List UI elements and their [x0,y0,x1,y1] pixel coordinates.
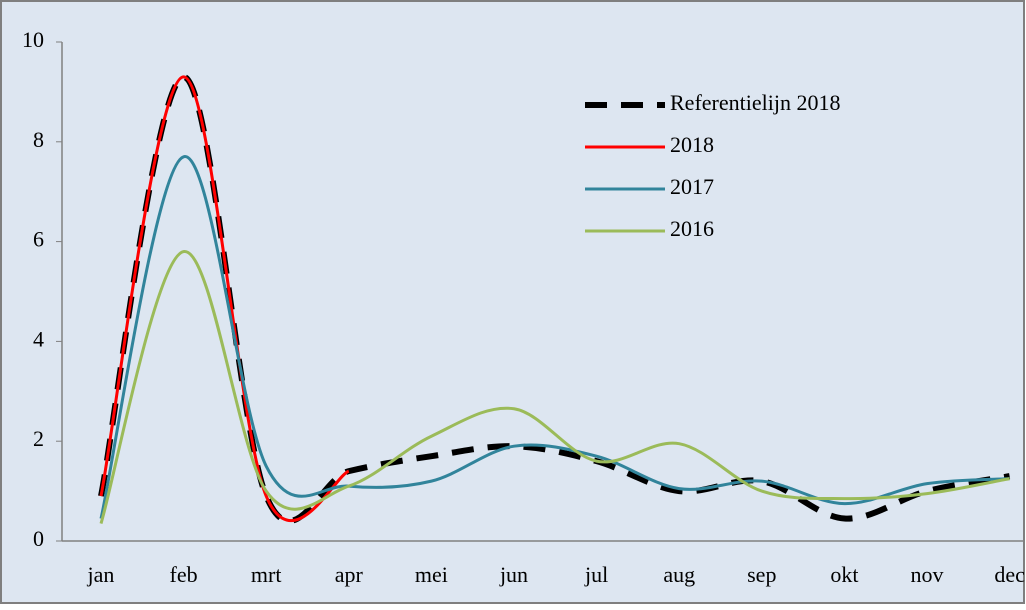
y-tick-label: 8 [33,127,44,152]
x-tick-label: sep [747,562,776,587]
series-line [99,155,1010,519]
x-tick-label: apr [335,562,364,587]
x-tick-label: dec [994,562,1025,587]
x-tick-label: okt [830,562,858,587]
legend-label: 2018 [670,132,714,157]
legend-label: 2017 [670,174,714,199]
y-tick-label: 4 [33,326,44,351]
x-tick-label: jan [87,562,115,587]
y-tick-label: 2 [33,426,44,451]
x-tick-label: mrt [251,562,282,587]
series-line [99,75,350,523]
y-tick-label: 6 [33,227,44,252]
x-tick-label: aug [663,562,695,587]
x-tick-label: feb [170,562,198,587]
y-tick-label: 0 [33,526,44,551]
x-tick-label: jun [499,562,528,587]
series-line [99,250,1010,524]
x-tick-label: nov [911,562,944,587]
legend-label: Referentielijn 2018 [670,90,840,115]
x-tick-label: mei [415,562,448,587]
y-tick-label: 10 [22,27,44,52]
legend-label: 2016 [670,216,714,241]
x-tick-label: jul [584,562,608,587]
